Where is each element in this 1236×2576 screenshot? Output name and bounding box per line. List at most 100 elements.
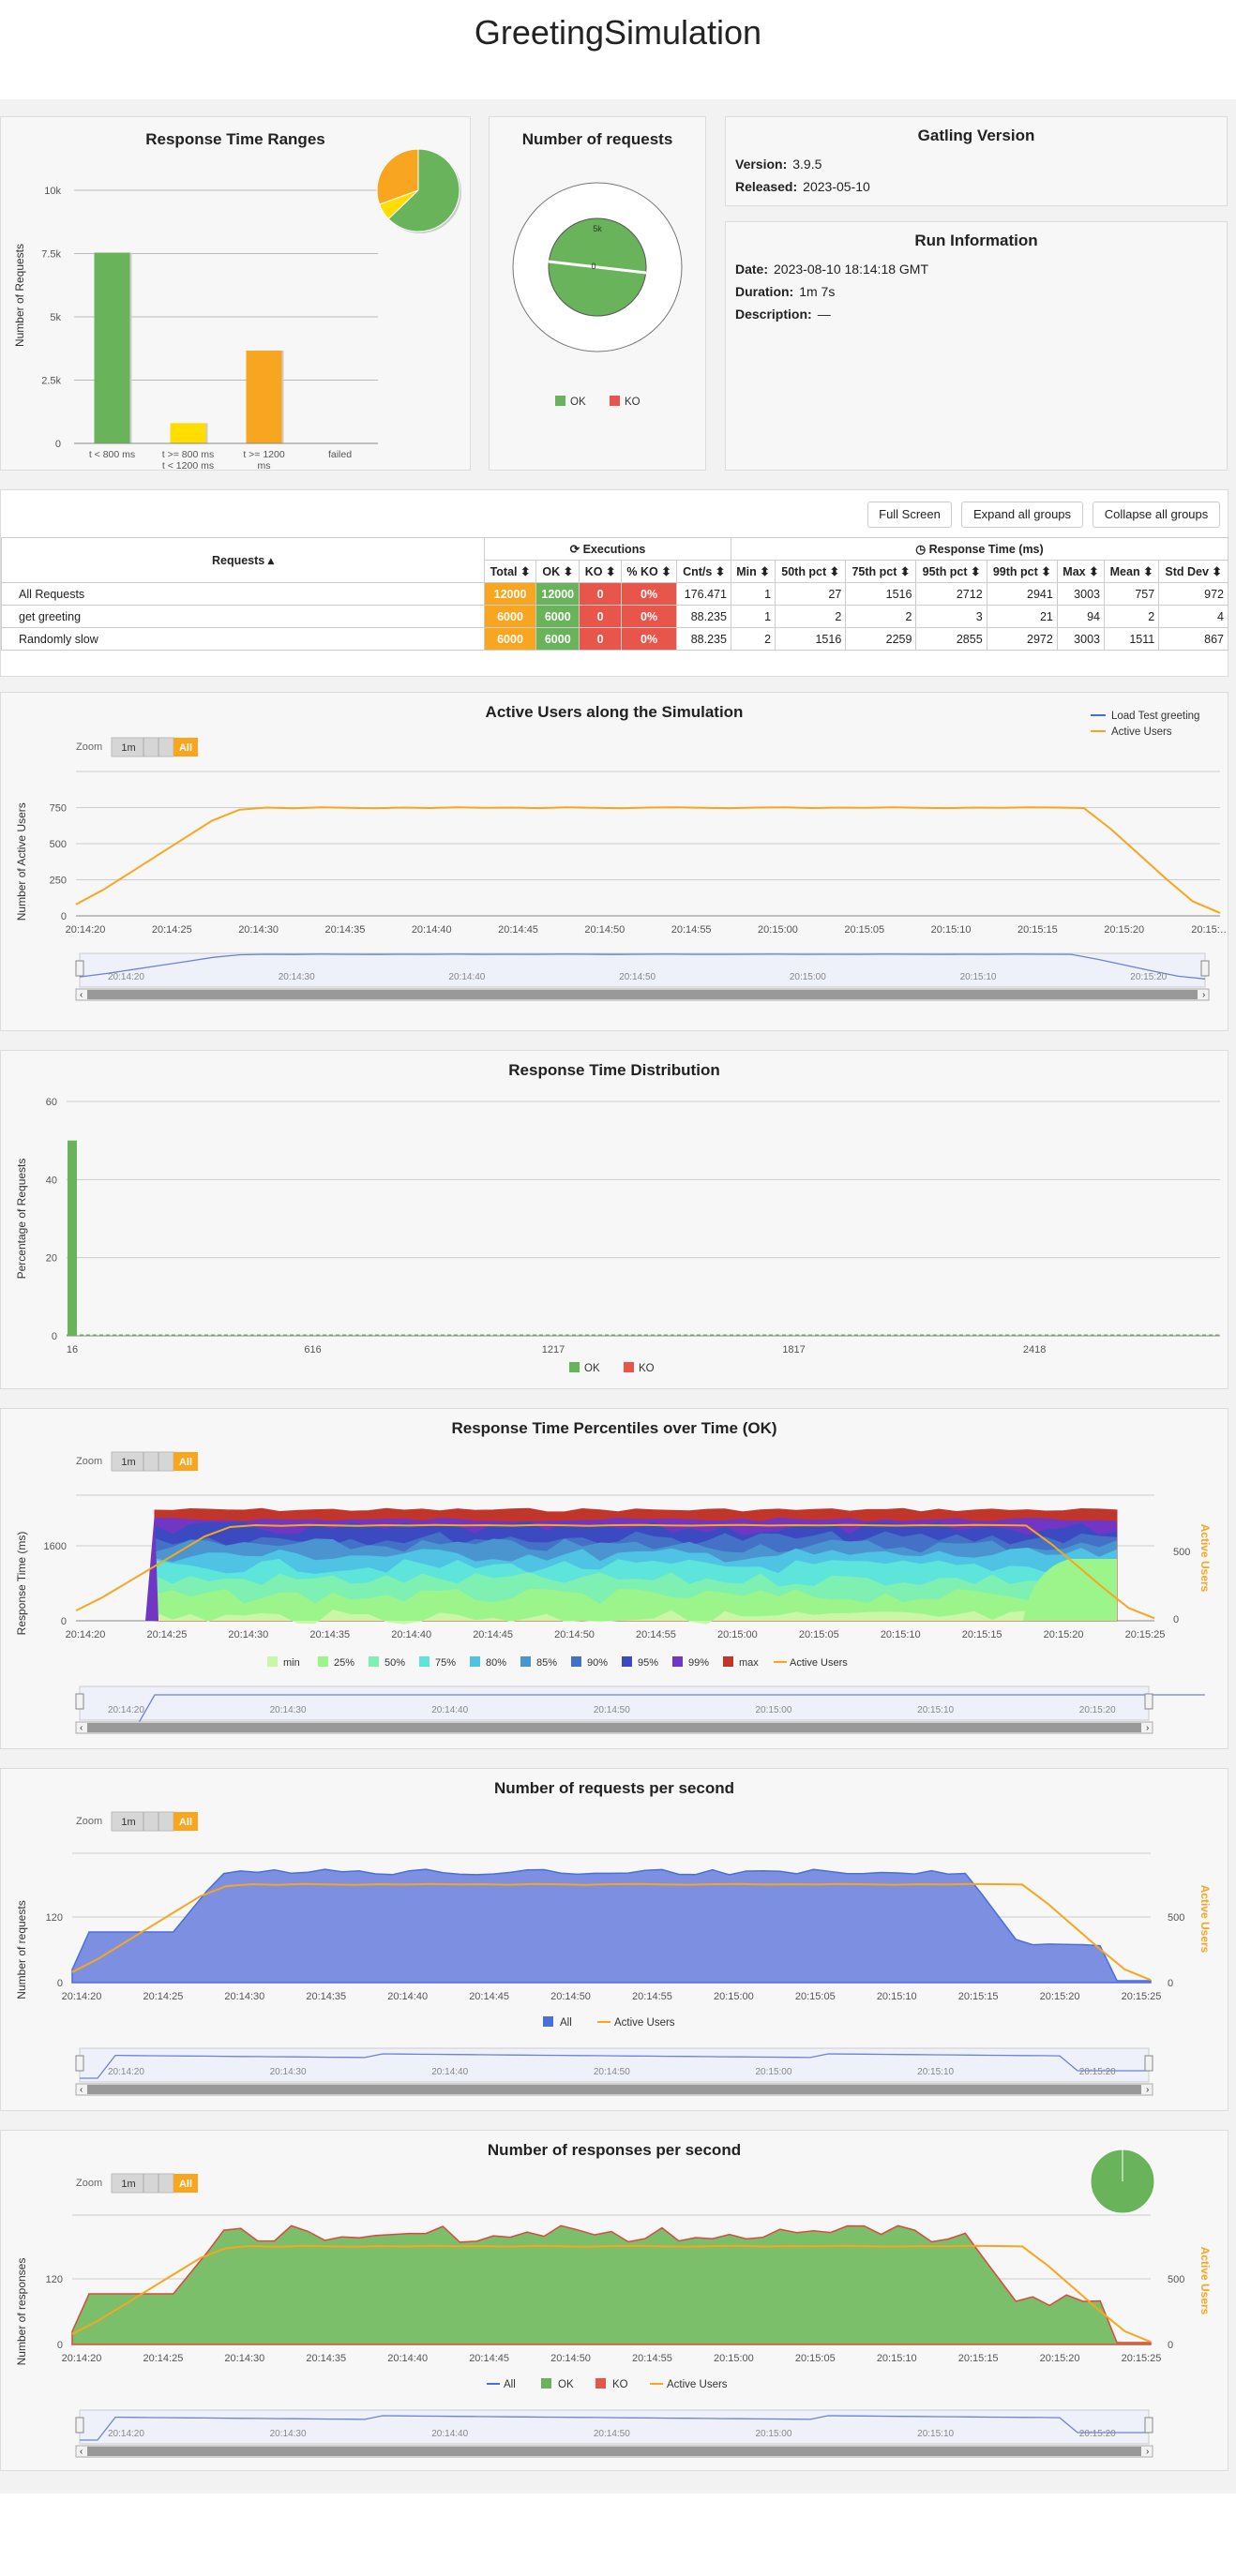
y-axis-title: Number of Requests <box>13 244 26 347</box>
y-tick-label: 20 <box>46 1253 57 1265</box>
scroll-left-icon[interactable]: ‹ <box>80 2447 83 2457</box>
x-tick-label: 20:14:30 <box>224 2353 264 2364</box>
zoom-all-button[interactable] <box>173 1452 198 1471</box>
column-header-0[interactable]: Total ⬍ <box>483 560 537 583</box>
scroll-left-icon[interactable]: ‹ <box>80 990 83 1000</box>
requests-column-header[interactable]: Requests ▴ <box>1 537 485 583</box>
chart-title: Number of responses per second <box>488 2141 741 2159</box>
navigator-time-label: 20:14:20 <box>108 1705 144 1715</box>
zoom-1m-button[interactable]: 1m <box>121 1457 135 1468</box>
column-header-8[interactable]: 95th pct ⬍ <box>915 560 987 583</box>
navigator-area[interactable] <box>79 2409 1150 2445</box>
cell-ko: 0 <box>579 605 622 628</box>
column-header-3[interactable]: % KO ⬍ <box>620 560 678 583</box>
zoom-1m-button[interactable]: 1m <box>121 2179 135 2190</box>
navigator-left-handle[interactable] <box>75 2055 84 2072</box>
column-header-9[interactable]: 99th pct ⬍ <box>986 560 1058 583</box>
legend-label: All <box>560 2017 572 2029</box>
scroll-left-icon[interactable]: ‹ <box>80 2085 83 2095</box>
navigator-time-label: 20:14:30 <box>270 2429 307 2439</box>
navigator-right-handle[interactable] <box>1144 2417 1153 2434</box>
column-header-4[interactable]: Cnt/s ⬍ <box>676 560 731 583</box>
cell-max: 94 <box>1056 605 1105 628</box>
cell-p99: 2941 <box>986 582 1058 606</box>
x-tick-label: 20:15:… <box>1191 924 1228 936</box>
scrollbar-thumb[interactable] <box>87 990 1198 999</box>
scroll-left-icon[interactable]: ‹ <box>80 1723 83 1733</box>
scroll-right-icon[interactable]: › <box>1202 990 1205 1000</box>
x-tick-label: 1817 <box>782 1344 805 1355</box>
navigator-left-handle[interactable] <box>75 2417 84 2434</box>
table-row[interactable]: Randomly slow 6000 6000 0 0% 88.235 2 1516 2259 2… <box>1 627 1228 651</box>
legend-label: KO <box>639 1363 655 1374</box>
navigator-left-handle[interactable] <box>75 1693 84 1710</box>
legend-swatch-ko <box>610 396 620 406</box>
navigator-right-handle[interactable] <box>1144 2055 1153 2072</box>
collapse-all-groups-button[interactable]: Collapse all groups <box>1093 502 1220 528</box>
column-header-11[interactable]: Mean ⬍ <box>1103 560 1160 583</box>
executions-group-header: ⟳ Executions <box>484 537 731 561</box>
x-tick-label: 20:14:55 <box>636 1629 676 1640</box>
x-tick-label: 20:15:25 <box>1122 1991 1162 2002</box>
legend-swatch <box>723 1656 733 1667</box>
scroll-right-icon[interactable]: › <box>1146 1723 1149 1733</box>
table-row[interactable]: get greeting 6000 6000 0 0% 88.235 1 2 2 3 21 94 2 4 <box>1 605 1228 628</box>
navigator-right-handle[interactable] <box>1144 1693 1153 1710</box>
zoom-all-label[interactable]: All <box>179 1457 192 1468</box>
y-tick-label: 0 <box>57 2340 63 2351</box>
navigator-time-label: 20:14:40 <box>431 2067 468 2077</box>
navigator-right-handle[interactable] <box>1200 960 1210 977</box>
column-header-6[interactable]: 50th pct ⬍ <box>775 560 847 583</box>
scrollbar-thumb[interactable] <box>87 2085 1141 2094</box>
x-tick-label: 20:15:15 <box>958 2353 999 2364</box>
chart-title: Number of requests per second <box>494 1779 734 1797</box>
expand-all-groups-button[interactable]: Expand all groups <box>961 502 1083 528</box>
cell-cnt: 88.235 <box>676 605 731 628</box>
legend-label: KO <box>612 2379 628 2390</box>
navigator-left-handle[interactable] <box>75 960 84 977</box>
zoom-all-button[interactable] <box>173 738 198 756</box>
scroll-right-icon[interactable]: › <box>1146 2085 1149 2095</box>
x-category-label: ms <box>258 460 271 470</box>
column-header-7[interactable]: 75th pct ⬍ <box>845 560 917 583</box>
y-tick-label: 7.5k <box>41 249 61 261</box>
zoom-all-label[interactable]: All <box>179 742 192 754</box>
zoom-all-button[interactable] <box>173 1812 198 1831</box>
zoom-1m-button[interactable]: 1m <box>121 1817 135 1828</box>
x-tick-label: 20:14:25 <box>147 1629 188 1640</box>
column-header-1[interactable]: OK ⬍ <box>535 560 580 583</box>
x-tick-label: 20:14:40 <box>391 1629 431 1640</box>
duration-line: Duration: 1m 7s <box>735 284 836 299</box>
zoom-all-button[interactable] <box>173 2174 198 2193</box>
zoom-all-label[interactable]: All <box>179 2179 192 2190</box>
x-tick-label: 20:14:45 <box>498 924 538 936</box>
column-header-5[interactable]: Min ⬍ <box>730 560 776 583</box>
scrollbar-thumb[interactable] <box>87 1723 1141 1732</box>
column-header-12[interactable]: Std Dev ⬍ <box>1158 560 1228 583</box>
cell-p99: 21 <box>986 605 1058 628</box>
distribution-bar-ok <box>68 1140 77 1336</box>
zoom-all-label[interactable]: All <box>179 1817 192 1828</box>
navigator-area[interactable] <box>79 1685 1150 1721</box>
x-tick-label: 20:15:20 <box>1044 1629 1084 1640</box>
cell-ok: 6000 <box>535 605 580 628</box>
y2-tick-label: 0 <box>1173 1614 1179 1625</box>
table-row[interactable]: All Requests 12000 12000 0 0% 176.471 1 27 1516 2… <box>1 582 1228 606</box>
scrollbar-thumb[interactable] <box>87 2447 1141 2456</box>
cell-p50: 27 <box>775 582 847 606</box>
x-category-label: failed <box>328 449 352 460</box>
y-tick-label: 120 <box>46 2274 63 2285</box>
column-header-2[interactable]: KO ⬍ <box>579 560 622 583</box>
legend-swatch-ok <box>555 396 565 406</box>
x-tick-label: 20:14:25 <box>143 2353 184 2364</box>
full-screen-button[interactable]: Full Screen <box>867 502 952 528</box>
x-tick-label: 20:14:35 <box>306 1991 346 2002</box>
x-tick-label: 20:14:40 <box>412 924 452 936</box>
legend-swatch <box>318 1656 328 1667</box>
column-header-10[interactable]: Max ⬍ <box>1056 560 1105 583</box>
scroll-right-icon[interactable]: › <box>1146 2447 1149 2457</box>
navigator-time-label: 20:15:00 <box>756 1705 792 1715</box>
active-users-chart: Active Users along the Simulation Zoom 1m A… <box>15 703 1228 1001</box>
y-axis-title: Percentage of Requests <box>15 1159 28 1280</box>
zoom-1m-button[interactable]: 1m <box>121 742 135 754</box>
